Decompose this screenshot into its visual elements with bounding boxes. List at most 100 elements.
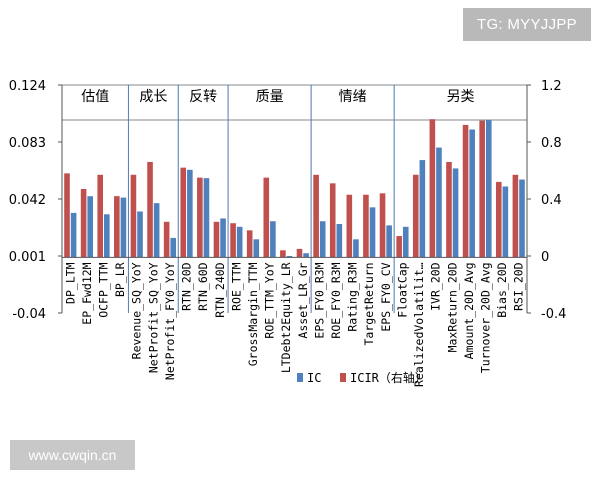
bar-ic-27 — [519, 179, 525, 258]
bar-icir-24 — [462, 124, 469, 258]
category-label-5: NetProfit_SQ_YoY — [146, 262, 160, 373]
y-tick-label-right-3: 0 — [541, 250, 549, 265]
category-label-21: RealizedVolatilit… — [412, 262, 426, 387]
category-label-1: EP_Fwd12M — [80, 262, 94, 324]
bar-icir-11 — [246, 230, 253, 258]
legend-label-icir: ICIR（右轴） — [350, 370, 427, 385]
y-tick-label-left-2: 0.042 — [9, 193, 46, 208]
bar-ic-16 — [336, 224, 343, 258]
category-label-20: FloatCap — [395, 262, 409, 317]
bar-icir-7 — [180, 167, 187, 258]
bar-icir-26 — [495, 181, 502, 258]
category-label-14: Asset_LR_Gr — [296, 262, 310, 338]
category-label-24: Amount_20D_Avg — [462, 262, 476, 359]
group-label-5: 另类 — [447, 89, 475, 105]
bar-ic-1 — [87, 196, 94, 258]
y-tick-label-left-0: 0.124 — [9, 79, 46, 94]
bar-icir-6 — [163, 221, 170, 258]
bar-ic-14 — [303, 253, 309, 258]
bar-ic-19 — [386, 225, 392, 258]
bar-icir-16 — [329, 183, 336, 258]
bar-ic-11 — [253, 239, 260, 258]
y-tick-label-right-0: 1.2 — [541, 79, 562, 94]
bar-icir-9 — [213, 221, 220, 258]
bar-ic-4 — [137, 211, 143, 258]
category-label-22: IVR_20D — [429, 262, 443, 311]
category-label-9: RTN_240D — [213, 262, 227, 317]
bar-ic-21 — [419, 160, 426, 258]
bar-ic-6 — [170, 237, 177, 258]
group-label-4: 情绪 — [339, 89, 367, 105]
watermark-bottom: www.cwqin.cn — [10, 440, 135, 470]
category-label-4: Revenue_SQ_YoY — [130, 262, 144, 359]
bar-icir-25 — [479, 120, 485, 258]
category-label-18: TargetReturn — [362, 262, 376, 345]
category-label-10: ROE_TTM — [229, 262, 243, 311]
category-label-17: Rating_R3M — [346, 262, 360, 331]
bar-icir-23 — [446, 161, 452, 258]
bar-icir-15 — [313, 174, 319, 258]
y-tick-label-right-1: 0.8 — [541, 136, 562, 151]
watermark-top: TG: MYYJJPP — [463, 8, 591, 41]
bar-icir-2 — [97, 174, 104, 258]
group-label-3: 质量 — [256, 89, 284, 105]
bar-ic-22 — [436, 147, 442, 258]
legend-swatch-icir — [340, 373, 346, 382]
bar-ic-8 — [203, 178, 210, 258]
category-label-16: ROE_FY0_R3M — [329, 262, 343, 338]
category-label-7: RTN_20D — [180, 262, 194, 311]
category-label-0: DP_LTM — [63, 262, 77, 304]
bar-ic-23 — [452, 168, 459, 258]
y-tick-label-right-2: 0.4 — [541, 193, 562, 208]
bar-icir-19 — [379, 193, 386, 258]
bar-icir-12 — [263, 177, 270, 258]
bar-ic-12 — [270, 221, 276, 258]
y-tick-label-left-3: 0.001 — [9, 250, 46, 265]
category-label-3: BP_LR — [113, 262, 127, 297]
legend-swatch-ic — [297, 373, 303, 382]
bar-ic-20 — [402, 226, 409, 258]
category-label-6: NetProfit_FY0_YoY — [163, 262, 177, 380]
category-label-19: EPS_FY0_CV — [379, 262, 393, 331]
bar-ic-24 — [469, 129, 475, 258]
category-label-26: Bias_20D — [495, 262, 509, 317]
chart-legend: IC ICIR（右轴） — [297, 370, 427, 385]
bar-ic-9 — [220, 218, 226, 258]
category-label-25: Turnover_20D_Avg — [478, 262, 492, 373]
bar-icir-13 — [280, 250, 286, 258]
bar-ic-18 — [369, 207, 376, 258]
category-label-15: EPS_FY0_R3M — [312, 262, 326, 338]
bar-icir-22 — [429, 119, 436, 258]
bar-ic-2 — [104, 214, 110, 258]
bar-ic-5 — [153, 203, 160, 258]
category-label-27: RSI_20D — [512, 262, 526, 311]
y-tick-label-right-4: -0.4 — [541, 307, 566, 322]
bar-icir-4 — [130, 174, 137, 258]
y-tick-label-left-4: -0.04 — [12, 307, 46, 322]
bar-icir-1 — [80, 189, 87, 258]
group-label-2: 反转 — [189, 89, 217, 105]
bar-icir-14 — [296, 248, 303, 258]
category-label-12: ROE_TTM_YoY — [263, 262, 277, 338]
bar-icir-27 — [512, 174, 519, 258]
bar-icir-3 — [114, 196, 120, 258]
bar-ic-3 — [120, 197, 127, 258]
group-label-1: 成长 — [139, 89, 167, 105]
category-label-11: GrossMargin_TTM — [246, 262, 260, 366]
y-tick-label-left-1: 0.083 — [9, 136, 46, 151]
bar-icir-20 — [396, 236, 402, 258]
legend-label-ic: IC — [307, 371, 321, 385]
bar-icir-10 — [230, 223, 236, 258]
bar-ic-25 — [485, 119, 492, 258]
bar-icir-17 — [346, 194, 353, 258]
bar-icir-21 — [412, 174, 419, 258]
group-label-0: 估值 — [81, 89, 109, 105]
bar-ic-10 — [236, 226, 243, 258]
bar-icir-18 — [363, 194, 369, 258]
bar-icir-8 — [197, 177, 203, 258]
bar-ic-17 — [353, 239, 359, 258]
bar-ic-13 — [286, 256, 293, 258]
category-label-23: MaxReturn_20D — [445, 262, 459, 352]
bar-ic-0 — [70, 212, 77, 258]
